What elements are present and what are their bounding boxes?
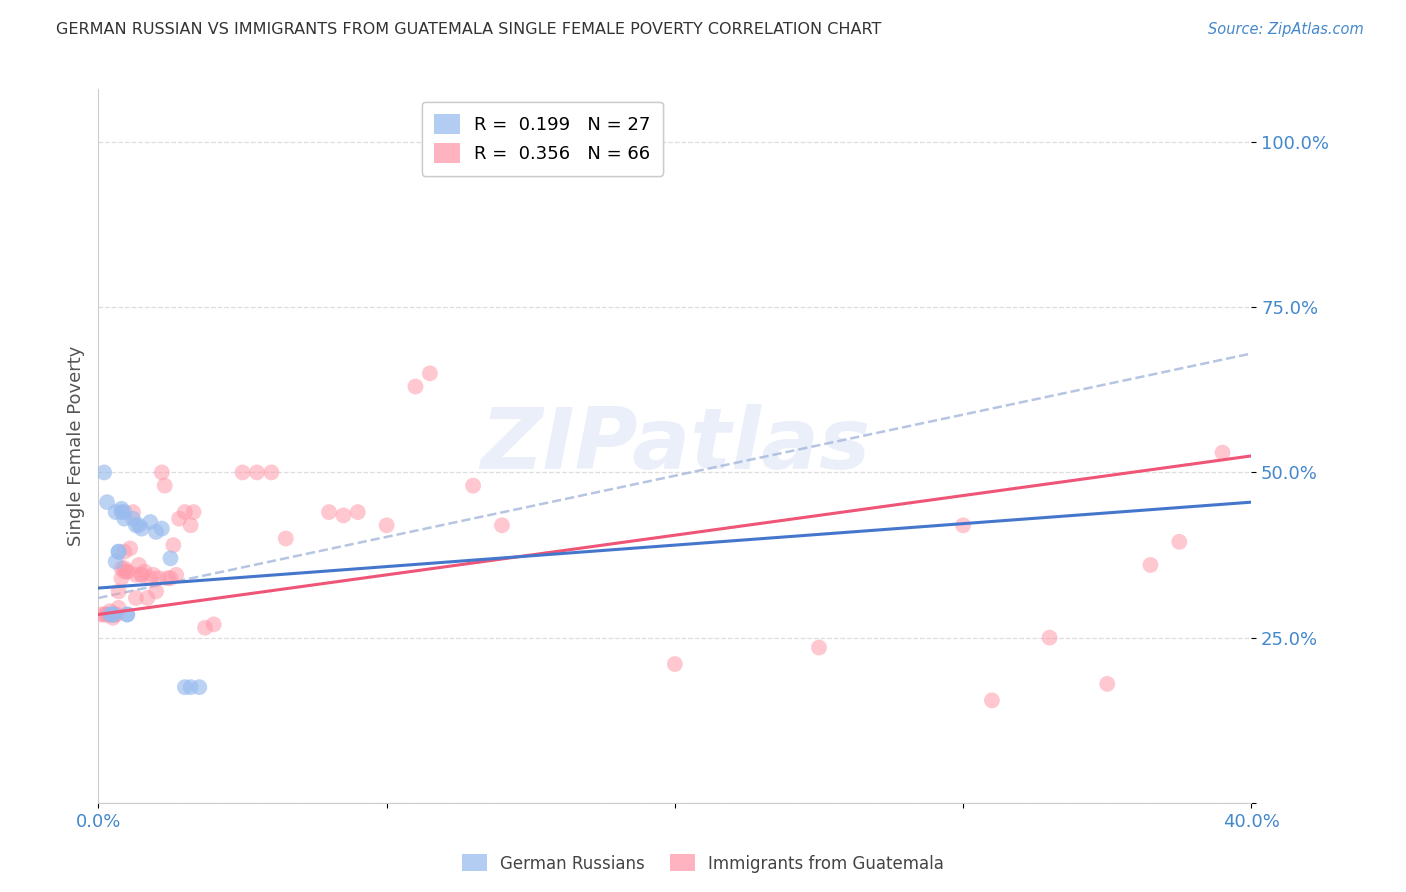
Point	[274, 532, 297, 546]
Point	[93, 607, 115, 622]
Point	[134, 565, 156, 579]
Point	[96, 607, 118, 622]
Point	[981, 693, 1004, 707]
Point	[150, 522, 173, 536]
Y-axis label: Single Female Poverty: Single Female Poverty	[66, 346, 84, 546]
Point	[112, 545, 135, 559]
Point	[1139, 558, 1161, 572]
Point	[145, 524, 167, 539]
Point	[807, 640, 830, 655]
Point	[1038, 631, 1062, 645]
Point	[952, 518, 974, 533]
Point	[117, 607, 138, 622]
Point	[188, 680, 211, 694]
Point	[150, 466, 173, 480]
Point	[180, 680, 202, 694]
Point	[231, 466, 254, 480]
Point	[128, 518, 150, 533]
Point	[139, 515, 162, 529]
Point	[117, 565, 138, 579]
Point	[96, 607, 118, 622]
Point	[419, 367, 441, 381]
Point	[117, 607, 138, 622]
Point	[1212, 445, 1234, 459]
Point	[136, 591, 159, 605]
Point	[112, 505, 135, 519]
Point	[101, 607, 124, 622]
Point	[107, 545, 129, 559]
Point	[145, 584, 167, 599]
Point	[90, 607, 112, 622]
Point	[101, 607, 124, 622]
Point	[153, 478, 176, 492]
Point	[128, 558, 150, 572]
Point	[183, 505, 205, 519]
Point	[375, 518, 398, 533]
Point	[1097, 677, 1119, 691]
Point	[1168, 534, 1191, 549]
Text: Source: ZipAtlas.com: Source: ZipAtlas.com	[1208, 22, 1364, 37]
Point	[101, 607, 124, 622]
Legend: German Russians, Immigrants from Guatemala: German Russians, Immigrants from Guatema…	[456, 847, 950, 880]
Point	[110, 501, 132, 516]
Point	[104, 607, 127, 622]
Point	[159, 571, 181, 585]
Point	[120, 541, 142, 556]
Point	[107, 600, 129, 615]
Point	[174, 505, 197, 519]
Text: GERMAN RUSSIAN VS IMMIGRANTS FROM GUATEMALA SINGLE FEMALE POVERTY CORRELATION CH: GERMAN RUSSIAN VS IMMIGRANTS FROM GUATEM…	[56, 22, 882, 37]
Legend: R =  0.199   N = 27, R =  0.356   N = 66: R = 0.199 N = 27, R = 0.356 N = 66	[422, 102, 664, 176]
Point	[131, 567, 153, 582]
Point	[664, 657, 686, 671]
Point	[139, 571, 162, 585]
Point	[122, 505, 145, 519]
Point	[107, 545, 129, 559]
Point	[104, 505, 127, 519]
Point	[142, 567, 165, 582]
Point	[104, 607, 127, 622]
Point	[104, 555, 127, 569]
Point	[112, 565, 135, 579]
Point	[98, 607, 121, 622]
Point	[101, 607, 124, 622]
Point	[101, 607, 124, 622]
Point	[156, 571, 179, 585]
Point	[101, 611, 124, 625]
Point	[112, 561, 135, 575]
Point	[159, 551, 181, 566]
Point	[98, 604, 121, 618]
Point	[491, 518, 513, 533]
Point	[332, 508, 354, 523]
Point	[125, 591, 148, 605]
Point	[110, 561, 132, 575]
Point	[122, 511, 145, 525]
Point	[461, 478, 484, 492]
Point	[98, 607, 121, 622]
Point	[93, 466, 115, 480]
Point	[346, 505, 368, 519]
Point	[117, 565, 138, 579]
Point	[162, 538, 184, 552]
Point	[112, 511, 135, 525]
Point	[110, 571, 132, 585]
Point	[131, 567, 153, 582]
Point	[107, 584, 129, 599]
Point	[318, 505, 340, 519]
Text: ZIPatlas: ZIPatlas	[479, 404, 870, 488]
Point	[125, 567, 148, 582]
Point	[167, 511, 190, 525]
Point	[96, 495, 118, 509]
Point	[180, 518, 202, 533]
Point	[260, 466, 283, 480]
Point	[194, 621, 217, 635]
Point	[148, 571, 170, 585]
Point	[246, 466, 269, 480]
Point	[165, 567, 187, 582]
Point	[174, 680, 197, 694]
Point	[202, 617, 225, 632]
Point	[110, 505, 132, 519]
Point	[125, 518, 148, 533]
Point	[131, 522, 153, 536]
Point	[405, 379, 427, 393]
